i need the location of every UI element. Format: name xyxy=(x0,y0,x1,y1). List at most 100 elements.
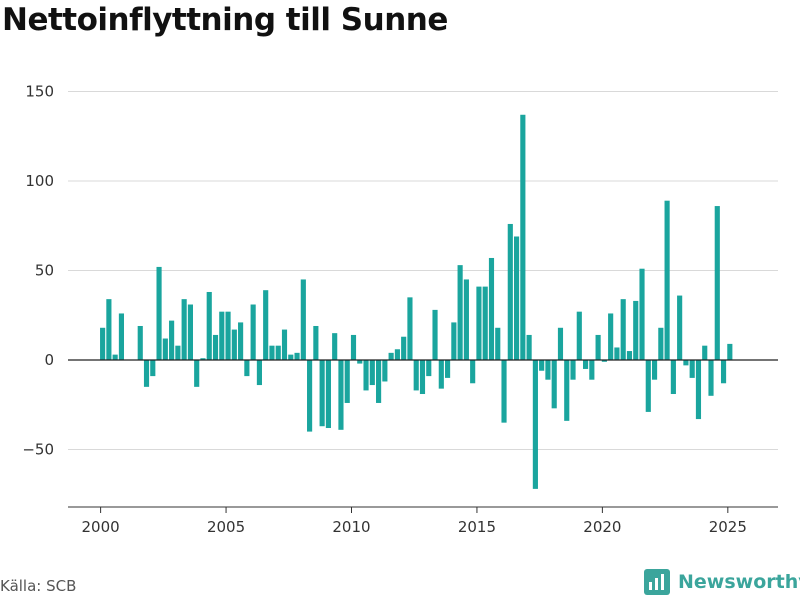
bar xyxy=(514,236,520,360)
bar xyxy=(633,300,639,360)
bar xyxy=(551,360,557,409)
bar xyxy=(639,268,645,360)
y-axis-labels: −50 0 50 100 150 xyxy=(22,83,54,459)
bar xyxy=(363,360,369,391)
bar xyxy=(526,334,532,360)
bar xyxy=(695,360,702,420)
bar xyxy=(112,354,118,360)
bar xyxy=(137,325,143,360)
bar xyxy=(225,311,231,360)
bar xyxy=(626,351,633,360)
bar xyxy=(614,347,620,360)
brand-logo[interactable]: Newsworthy xyxy=(644,569,800,595)
bar xyxy=(520,114,526,361)
bar xyxy=(419,360,426,395)
bar xyxy=(156,266,162,360)
bar xyxy=(300,279,306,360)
bar xyxy=(313,325,319,360)
bar xyxy=(169,320,175,360)
bar xyxy=(670,360,676,395)
bar xyxy=(194,360,200,387)
bar xyxy=(288,354,294,360)
x-tick-label: 2025 xyxy=(709,518,747,536)
bars xyxy=(100,114,733,489)
bar xyxy=(118,313,125,360)
bar xyxy=(432,309,438,360)
brand-name: Newsworthy xyxy=(678,571,800,593)
x-tick-label: 2010 xyxy=(332,518,370,536)
bar xyxy=(589,360,595,380)
bar xyxy=(727,343,733,360)
bar xyxy=(357,360,363,364)
gridlines xyxy=(68,91,778,450)
bar xyxy=(325,360,331,429)
bar xyxy=(570,360,576,380)
bar xyxy=(495,327,501,360)
bar xyxy=(206,291,212,360)
bar xyxy=(263,290,269,360)
source-note: Källa: SCB xyxy=(0,577,77,595)
bar xyxy=(689,360,695,378)
bar xyxy=(294,352,300,360)
y-tick-label: 150 xyxy=(25,83,54,101)
bar xyxy=(407,297,413,360)
bar xyxy=(582,360,589,369)
bar xyxy=(369,360,375,386)
bar xyxy=(332,333,338,360)
bar xyxy=(344,360,350,403)
bar xyxy=(601,360,607,362)
bar xyxy=(677,295,683,360)
bar xyxy=(463,279,469,360)
bar xyxy=(720,360,727,384)
bar xyxy=(545,360,551,380)
bar xyxy=(269,345,275,360)
chart-title: Nettoinflyttning till Sunne xyxy=(2,2,448,38)
x-tick-label: 2020 xyxy=(583,518,621,536)
bar xyxy=(256,360,262,386)
bar xyxy=(401,336,407,360)
bar xyxy=(187,304,193,360)
bar xyxy=(426,360,432,377)
bar xyxy=(564,360,570,421)
bar xyxy=(532,360,538,489)
bar xyxy=(106,299,112,360)
bar xyxy=(275,345,281,360)
bar xyxy=(212,334,219,360)
bar xyxy=(683,360,689,366)
bar xyxy=(238,322,244,360)
bar xyxy=(219,311,225,360)
y-tick-label: 50 xyxy=(35,262,54,280)
bar xyxy=(350,334,357,360)
bar xyxy=(539,360,545,371)
x-tick-label: 2005 xyxy=(207,518,245,536)
bar xyxy=(507,223,513,360)
bar xyxy=(557,327,564,360)
bar xyxy=(457,265,463,360)
bar xyxy=(250,304,256,360)
bar xyxy=(651,360,658,380)
bar xyxy=(658,327,664,360)
bar xyxy=(488,257,495,360)
bar xyxy=(708,360,714,396)
x-tick-label: 2015 xyxy=(458,518,496,536)
bar xyxy=(150,360,156,377)
x-axis-labels: 2000 2005 2010 2015 2020 2025 xyxy=(82,518,747,536)
bar xyxy=(645,360,651,412)
bar xyxy=(307,360,313,432)
bar xyxy=(200,358,206,360)
bar xyxy=(476,286,482,360)
x-tick-label: 2000 xyxy=(82,518,120,536)
bar xyxy=(388,352,394,360)
bar xyxy=(281,329,288,360)
bar xyxy=(501,360,507,423)
y-tick-label: −50 xyxy=(22,441,54,459)
bar xyxy=(470,360,476,384)
bar xyxy=(595,334,601,360)
newsworthy-logo-icon xyxy=(644,569,670,595)
bar xyxy=(100,327,106,360)
bar xyxy=(376,360,382,403)
y-tick-label: 0 xyxy=(44,351,54,369)
bar xyxy=(382,360,388,382)
y-tick-label: 100 xyxy=(25,172,54,190)
bar xyxy=(664,200,670,360)
